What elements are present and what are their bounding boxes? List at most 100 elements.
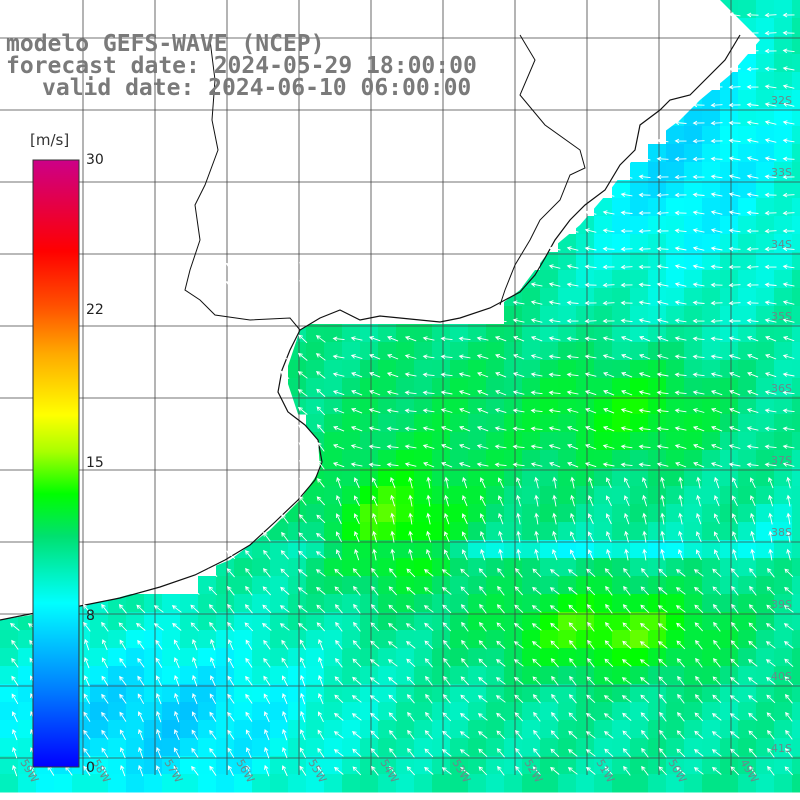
wind-speed-cell — [432, 504, 451, 523]
wind-speed-cell — [162, 666, 181, 685]
wind-arrow — [782, 282, 795, 287]
wind-arrow — [660, 512, 665, 525]
wind-arrow — [602, 282, 615, 288]
wind-arrow — [514, 586, 524, 596]
wind-arrow — [710, 120, 723, 126]
wind-speed-cell — [666, 324, 685, 343]
wind-speed-cell — [702, 288, 721, 307]
wind-speed-cell — [576, 360, 595, 379]
wind-speed-cell — [576, 468, 595, 487]
wind-arrow — [710, 156, 723, 162]
wind-arrow — [638, 300, 651, 305]
wind-speed-cell — [648, 234, 667, 253]
wind-speed-cell — [396, 396, 415, 415]
wind-arrow — [656, 138, 669, 143]
wind-arrow — [603, 731, 614, 739]
wind-arrow — [441, 767, 452, 775]
wind-arrow — [299, 765, 307, 776]
wind-arrow — [209, 747, 217, 758]
wind-speed-cell — [774, 252, 793, 271]
wind-speed-cell — [720, 306, 739, 325]
wind-arrow — [656, 408, 669, 414]
wind-speed-cell — [774, 774, 793, 793]
graticule — [0, 0, 800, 775]
wind-arrow — [459, 731, 470, 739]
wind-arrow — [782, 354, 795, 359]
wind-arrow — [656, 174, 669, 180]
wind-arrow — [441, 749, 452, 757]
wind-speed-cell — [702, 396, 721, 415]
wind-arrow — [746, 426, 759, 431]
wind-arrow — [732, 531, 738, 543]
wind-speed-cell — [612, 450, 631, 469]
wind-arrow — [675, 569, 686, 577]
wind-arrow — [227, 621, 235, 632]
wind-speed-cell — [738, 126, 757, 145]
wind-speed-cell — [378, 450, 397, 469]
wind-speed-cell — [720, 774, 739, 793]
wind-speed-cell — [576, 504, 595, 523]
wind-speed-cell — [648, 288, 667, 307]
wind-speed-cell — [738, 774, 757, 793]
wind-arrow — [297, 587, 308, 595]
wind-arrow — [153, 623, 164, 631]
national-border — [499, 34, 586, 306]
wind-arrow — [370, 748, 379, 758]
wind-arrow — [138, 729, 144, 741]
wind-speed-cell — [144, 702, 163, 721]
wind-speed-cell — [576, 252, 595, 271]
wind-speed-cell — [774, 126, 793, 145]
wind-speed-cell — [666, 270, 685, 289]
wind-arrow — [587, 531, 594, 543]
wind-arrow — [746, 138, 759, 143]
wind-arrow — [245, 585, 253, 596]
wind-arrow — [766, 586, 776, 596]
wind-arrow — [710, 84, 723, 90]
wind-arrow — [263, 549, 271, 560]
wind-arrow — [694, 604, 704, 614]
wind-arrow — [764, 102, 777, 107]
wind-speed-cell — [162, 774, 181, 793]
wind-speed-cell — [612, 288, 631, 307]
wind-arrow — [299, 261, 307, 272]
wind-arrow — [659, 711, 667, 722]
wind-speed-cell — [702, 414, 721, 433]
wind-speed-cell — [486, 504, 505, 523]
wind-speed-cell — [144, 774, 163, 793]
wind-arrow — [621, 659, 632, 667]
wind-arrow — [460, 604, 469, 614]
wind-arrow — [713, 621, 721, 632]
wind-arrow — [101, 639, 108, 651]
wind-arrow — [623, 765, 631, 776]
wind-arrow — [460, 586, 470, 596]
wind-arrow — [604, 748, 614, 758]
wind-speed-cell — [594, 450, 613, 469]
wind-arrow — [461, 621, 469, 632]
wind-arrow — [513, 676, 524, 685]
wind-arrow — [335, 513, 342, 525]
wind-arrow — [315, 551, 326, 559]
wind-arrow — [587, 639, 595, 650]
wind-arrow — [711, 766, 722, 775]
wind-speed-cell — [666, 288, 685, 307]
wind-arrow — [764, 30, 777, 36]
wind-speed-cell — [630, 270, 649, 289]
wind-arrow — [694, 730, 704, 739]
wind-arrow — [550, 730, 559, 740]
wind-arrow — [498, 548, 503, 561]
wind-arrow — [425, 693, 433, 704]
wind-arrow — [83, 711, 91, 722]
wind-speed-cell — [576, 324, 595, 343]
wind-speed-cell — [360, 774, 379, 793]
wind-speed-cell — [756, 504, 775, 523]
wind-arrow — [315, 532, 326, 541]
wind-arrow — [462, 495, 468, 507]
wind-arrow — [731, 603, 739, 614]
wind-arrow — [442, 712, 452, 722]
wind-speed-cell — [594, 360, 613, 379]
wind-arrow — [605, 513, 612, 525]
wind-arrow — [566, 372, 579, 377]
wind-speed-cell — [792, 648, 800, 667]
wind-arrow — [245, 657, 253, 668]
wind-arrow — [638, 444, 651, 450]
